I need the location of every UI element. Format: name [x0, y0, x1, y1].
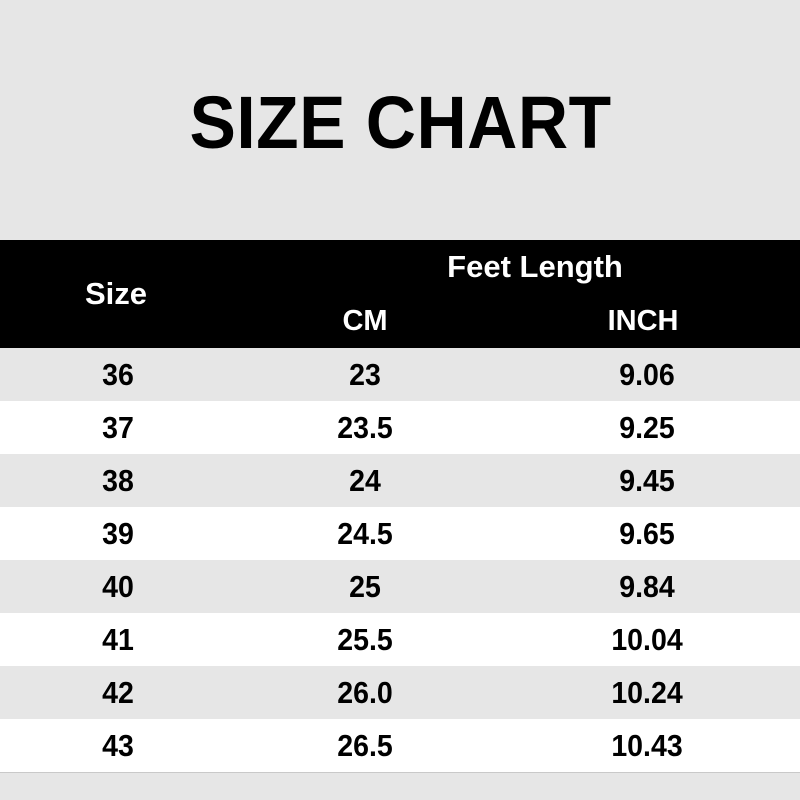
cell-size: 43	[0, 719, 236, 772]
cell-size: 39	[0, 507, 236, 560]
cell-inch: 9.06	[494, 348, 800, 401]
cell-cm: 25	[236, 560, 494, 613]
cell-cm: 24.5	[236, 507, 494, 560]
cell-inch-value: 10.24	[611, 675, 683, 710]
table-header-row-group: Size Feet Length	[0, 240, 800, 348]
cell-size: 41	[0, 613, 236, 666]
table-header-row-sub: CM INCH	[0, 294, 800, 348]
cell-cm: 25.5	[236, 613, 494, 666]
cell-inch: 9.65	[494, 507, 800, 560]
cell-inch: 10.04	[494, 613, 800, 666]
cell-size-value: 40	[102, 569, 134, 604]
table-row: 43 26.5 10.43	[0, 719, 800, 772]
column-header-inch: INCH	[494, 294, 800, 348]
column-header-cm: CM	[236, 294, 494, 348]
cell-cm-value: 26.0	[337, 675, 393, 710]
cell-inch: 9.25	[494, 401, 800, 454]
table-row: 37 23.5 9.25	[0, 401, 800, 454]
column-header-group-label: Feet Length	[447, 249, 623, 284]
column-header-size: Size	[0, 240, 236, 348]
cell-inch-value: 10.04	[611, 622, 683, 657]
cell-inch: 10.24	[494, 666, 800, 719]
cell-inch: 10.43	[494, 719, 800, 772]
cell-cm-value: 24	[349, 463, 381, 498]
column-header-cm-label: CM	[342, 304, 388, 337]
table-header: Size Feet Length CM INCH	[0, 240, 800, 348]
cell-size: 38	[0, 454, 236, 507]
cell-inch-value: 9.84	[619, 569, 675, 604]
footer-spacer	[0, 772, 800, 800]
title-area: SIZE CHART	[0, 0, 800, 240]
cell-cm-value: 24.5	[337, 516, 393, 551]
cell-inch-value: 9.25	[619, 410, 675, 445]
cell-cm-value: 23.5	[337, 410, 393, 445]
cell-size-value: 38	[102, 463, 134, 498]
column-header-size-label: Size	[84, 276, 148, 311]
cell-size: 36	[0, 348, 236, 401]
table-body: 36 23 9.06 37 23.5 9.25 38 24 9.45 39 24…	[0, 348, 800, 772]
cell-size: 40	[0, 560, 236, 613]
cell-size: 37	[0, 401, 236, 454]
cell-inch: 9.84	[494, 560, 800, 613]
cell-inch-value: 9.65	[619, 516, 675, 551]
cell-cm-value: 26.5	[337, 728, 393, 763]
table-row: 41 25.5 10.04	[0, 613, 800, 666]
cell-inch-value: 10.43	[611, 728, 683, 763]
cell-size-value: 39	[102, 516, 134, 551]
cell-cm: 23.5	[236, 401, 494, 454]
cell-size-value: 41	[102, 622, 134, 657]
cell-cm-value: 25	[349, 569, 381, 604]
cell-cm: 26.5	[236, 719, 494, 772]
cell-cm: 26.0	[236, 666, 494, 719]
cell-cm: 23	[236, 348, 494, 401]
cell-size: 42	[0, 666, 236, 719]
cell-inch: 9.45	[494, 454, 800, 507]
cell-cm-value: 23	[349, 357, 381, 392]
table-row: 36 23 9.06	[0, 348, 800, 401]
page-title: SIZE CHART	[188, 81, 612, 164]
cell-cm: 24	[236, 454, 494, 507]
cell-cm-value: 25.5	[337, 622, 393, 657]
size-chart-table: Size Feet Length CM INCH 36 23 9.06	[0, 240, 800, 772]
table-row: 42 26.0 10.24	[0, 666, 800, 719]
cell-size-value: 37	[102, 410, 134, 445]
cell-size-value: 36	[102, 357, 134, 392]
cell-size-value: 42	[102, 675, 134, 710]
column-header-inch-label: INCH	[607, 304, 679, 337]
cell-inch-value: 9.06	[619, 357, 675, 392]
table-row: 39 24.5 9.65	[0, 507, 800, 560]
cell-size-value: 43	[102, 728, 134, 763]
cell-inch-value: 9.45	[619, 463, 675, 498]
column-header-group-feet-length: Feet Length	[236, 240, 800, 294]
table-row: 38 24 9.45	[0, 454, 800, 507]
table-row: 40 25 9.84	[0, 560, 800, 613]
